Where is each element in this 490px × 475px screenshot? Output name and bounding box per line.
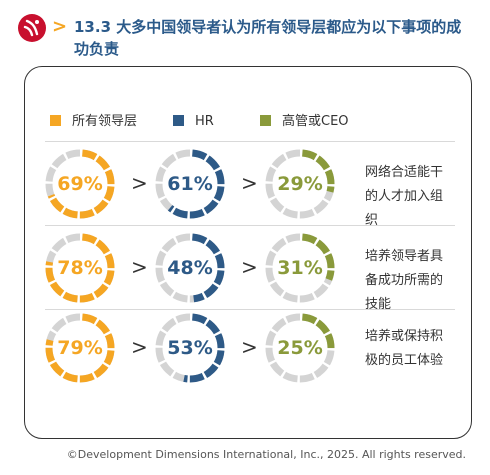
donut-ring: 78% [43, 231, 117, 305]
row-label: 培养或保持积极的员工体验 [365, 329, 444, 368]
donut-segment-gaps [265, 149, 335, 219]
donut-value: 31% [277, 257, 323, 279]
donut-segment-gaps [265, 313, 335, 383]
comparator: > [241, 171, 258, 195]
donut-svg [45, 233, 115, 303]
legend-item-hr: HR [173, 111, 214, 133]
divider [45, 225, 455, 226]
donut-ring: 48% [153, 231, 227, 305]
comparator: > [131, 171, 148, 195]
divider [45, 309, 455, 310]
donut-value: 69% [57, 173, 103, 195]
header: > 13.3 大多中国领导者认为所有领导层都应为以下事项的成功负责 [18, 14, 478, 64]
comparator: > [131, 335, 148, 359]
chart-row: 78% > 48% > 31% 培养领导者具备成功所需的技能 [43, 231, 453, 312]
legend-swatch [50, 115, 61, 126]
donut-value: 79% [57, 337, 103, 359]
legend-swatch [173, 115, 184, 126]
legend-item-executives: 高管或CEO [260, 111, 349, 133]
donut-value: 53% [167, 337, 213, 359]
chart-row: 79% > 53% > 25% 培养或保持积极的员工体验 [43, 311, 453, 391]
donut-svg [155, 313, 225, 383]
donut-segment-gaps [45, 233, 115, 303]
row-label: 网络合适能干的人才加入组织 [365, 165, 444, 228]
row-label: 培养领导者具备成功所需的技能 [365, 249, 444, 312]
legend-label: 所有领导层 [72, 114, 138, 129]
donut-svg [265, 313, 335, 383]
legend-swatch [260, 115, 271, 126]
donut-value: 29% [277, 173, 323, 195]
legend-item-all-leaders: 所有领导层 [50, 111, 137, 133]
donut-value: 48% [167, 257, 213, 279]
comparator: > [241, 335, 258, 359]
donut-ring: 25% [263, 311, 337, 385]
donut-ring: 31% [263, 231, 337, 305]
donut-segment-gaps [155, 149, 225, 219]
chevron-right-icon: > [52, 16, 68, 37]
donut-segment-gaps [155, 233, 225, 303]
donut-ring: 29% [263, 147, 337, 221]
donut-segment-gaps [45, 149, 115, 219]
donut-ring: 79% [43, 311, 117, 385]
donut-ring: 61% [153, 147, 227, 221]
donut-value: 25% [277, 337, 323, 359]
ddi-logo-icon [18, 14, 46, 42]
legend-label: HR [195, 114, 214, 129]
donut-value: 78% [57, 257, 103, 279]
donut-svg [265, 233, 335, 303]
donut-segment-gaps [155, 313, 225, 383]
donut-svg [155, 149, 225, 219]
donut-segment-gaps [265, 233, 335, 303]
donut-svg [265, 149, 335, 219]
donut-segment-gaps [45, 313, 115, 383]
copyright-footer: ©Development Dimensions International, I… [66, 448, 466, 461]
donut-svg [155, 233, 225, 303]
donut-ring: 69% [43, 147, 117, 221]
donut-value: 61% [167, 173, 213, 195]
comparator: > [131, 255, 148, 279]
legend-label: 高管或CEO [282, 114, 349, 129]
page-title: 13.3 大多中国领导者认为所有领导层都应为以下事项的成功负责 [74, 18, 462, 58]
chart-row: 69% > 61% > 29% 网络合适能干的人才加入组织 [43, 147, 453, 228]
comparator: > [241, 255, 258, 279]
donut-ring: 53% [153, 311, 227, 385]
donut-svg [45, 313, 115, 383]
divider [45, 141, 455, 142]
donut-svg [45, 149, 115, 219]
chart-card: 所有领导层 HR 高管或CEO 69% > 61% > 29% 网络合适能干的人… [24, 66, 472, 439]
